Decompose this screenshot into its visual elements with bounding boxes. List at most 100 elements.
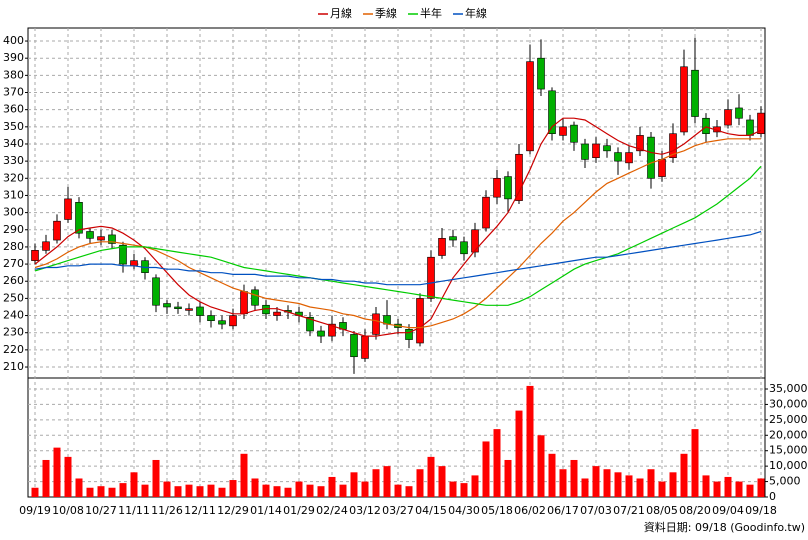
volume-bar [702,475,710,497]
x-tick-label: 02/24 [316,504,348,517]
volume-bar [53,447,61,497]
y-tick-label: 290 [3,223,24,236]
volume-bar [438,466,446,497]
candle-body [218,320,226,325]
candle-body [64,198,72,220]
y2-tick-label: 10,000 [769,459,808,472]
x-tick-label: 12/29 [217,504,249,517]
y-tick-label: 240 [3,309,24,322]
y-tick-label: 350 [3,120,24,133]
volume-bar [735,481,743,497]
x-tick-label: 03/27 [382,504,414,517]
volume-bar [658,481,666,497]
y2-tick-label: 35,000 [769,382,808,395]
y-tick-label: 340 [3,137,24,150]
candle-body [251,289,259,306]
volume-bar [647,469,655,497]
volume-bar [405,486,413,497]
volume-bar [691,429,699,497]
candle-body [438,238,446,256]
candle-body [130,260,138,267]
y-tick-label: 230 [3,326,24,339]
candle-body [97,236,105,241]
y2-tick-label: 15,000 [769,444,808,457]
candle-body [515,153,523,201]
candle-body [229,315,237,327]
volume-bar [372,469,380,497]
y-tick-label: 310 [3,188,24,201]
legend-label: 季線 [375,6,397,20]
candle-body [691,69,699,117]
volume-bar [548,453,556,497]
volume-bar [427,456,435,497]
volume-bar [196,486,204,497]
candle-body [449,236,457,241]
volume-bar [207,484,215,497]
x-tick-label: 01/29 [283,504,315,517]
volume-bar [537,435,545,497]
x-tick-label: 06/02 [514,504,546,517]
candle-body [405,328,413,340]
volume-bar [614,472,622,497]
candle-body [174,306,182,309]
candle-body [537,57,545,90]
volume-bar [295,481,303,497]
volume-bar [625,475,633,497]
volume-bar [482,441,490,497]
volume-bar [526,385,534,497]
y2-tick-label: 20,000 [769,428,808,441]
candle-body [746,119,754,136]
ma-line [34,165,762,306]
candle-body [372,313,380,335]
legend-label: 年線 [465,6,487,20]
volume-bar [350,472,358,497]
candle-body [570,124,578,143]
volume-bar [680,453,688,497]
volume-bar [152,459,160,497]
candle-body [31,250,39,261]
candle-body [273,311,281,316]
candle-body [504,176,512,200]
candle-body [625,152,633,164]
volume-bar [339,484,347,497]
y2-tick-label: 30,000 [769,397,808,410]
candle-body [614,152,622,162]
candle-body [75,202,83,234]
x-tick-label: 04/30 [448,504,480,517]
volume-bar [31,487,39,497]
candle-body [526,61,534,152]
legend-label: 半年 [420,6,442,20]
volume-bar [119,483,127,497]
y-tick-label: 380 [3,68,24,81]
y-tick-label: 400 [3,34,24,47]
volume-bar [240,453,248,497]
volume-bar [108,487,116,497]
y-tick-label: 300 [3,206,24,219]
volume-bar [504,459,512,497]
candle-body [548,90,556,134]
volume-bar [163,481,171,497]
y-tick-label: 330 [3,154,24,167]
x-tick-label: 12/11 [184,504,216,517]
plot-frame [27,27,766,498]
candle-body [471,229,479,253]
candle-body [317,330,325,337]
y-tick-label: 280 [3,240,24,253]
ma-line [34,230,762,286]
volume-bar [471,475,479,497]
candle-body [636,135,644,152]
candle-body [119,244,127,265]
ma-line [34,117,762,337]
candle-body [460,241,468,255]
volume-bar [636,478,644,497]
y-tick-label: 360 [3,103,24,116]
x-tick-label: 09/04 [712,504,744,517]
volume-bar [394,484,402,497]
candle-body [427,256,435,299]
x-tick-label: 06/17 [547,504,579,517]
x-tick-label: 05/18 [481,504,513,517]
x-tick-label: 08/20 [679,504,711,517]
volume-bar [460,483,468,497]
candle-body [240,291,248,315]
